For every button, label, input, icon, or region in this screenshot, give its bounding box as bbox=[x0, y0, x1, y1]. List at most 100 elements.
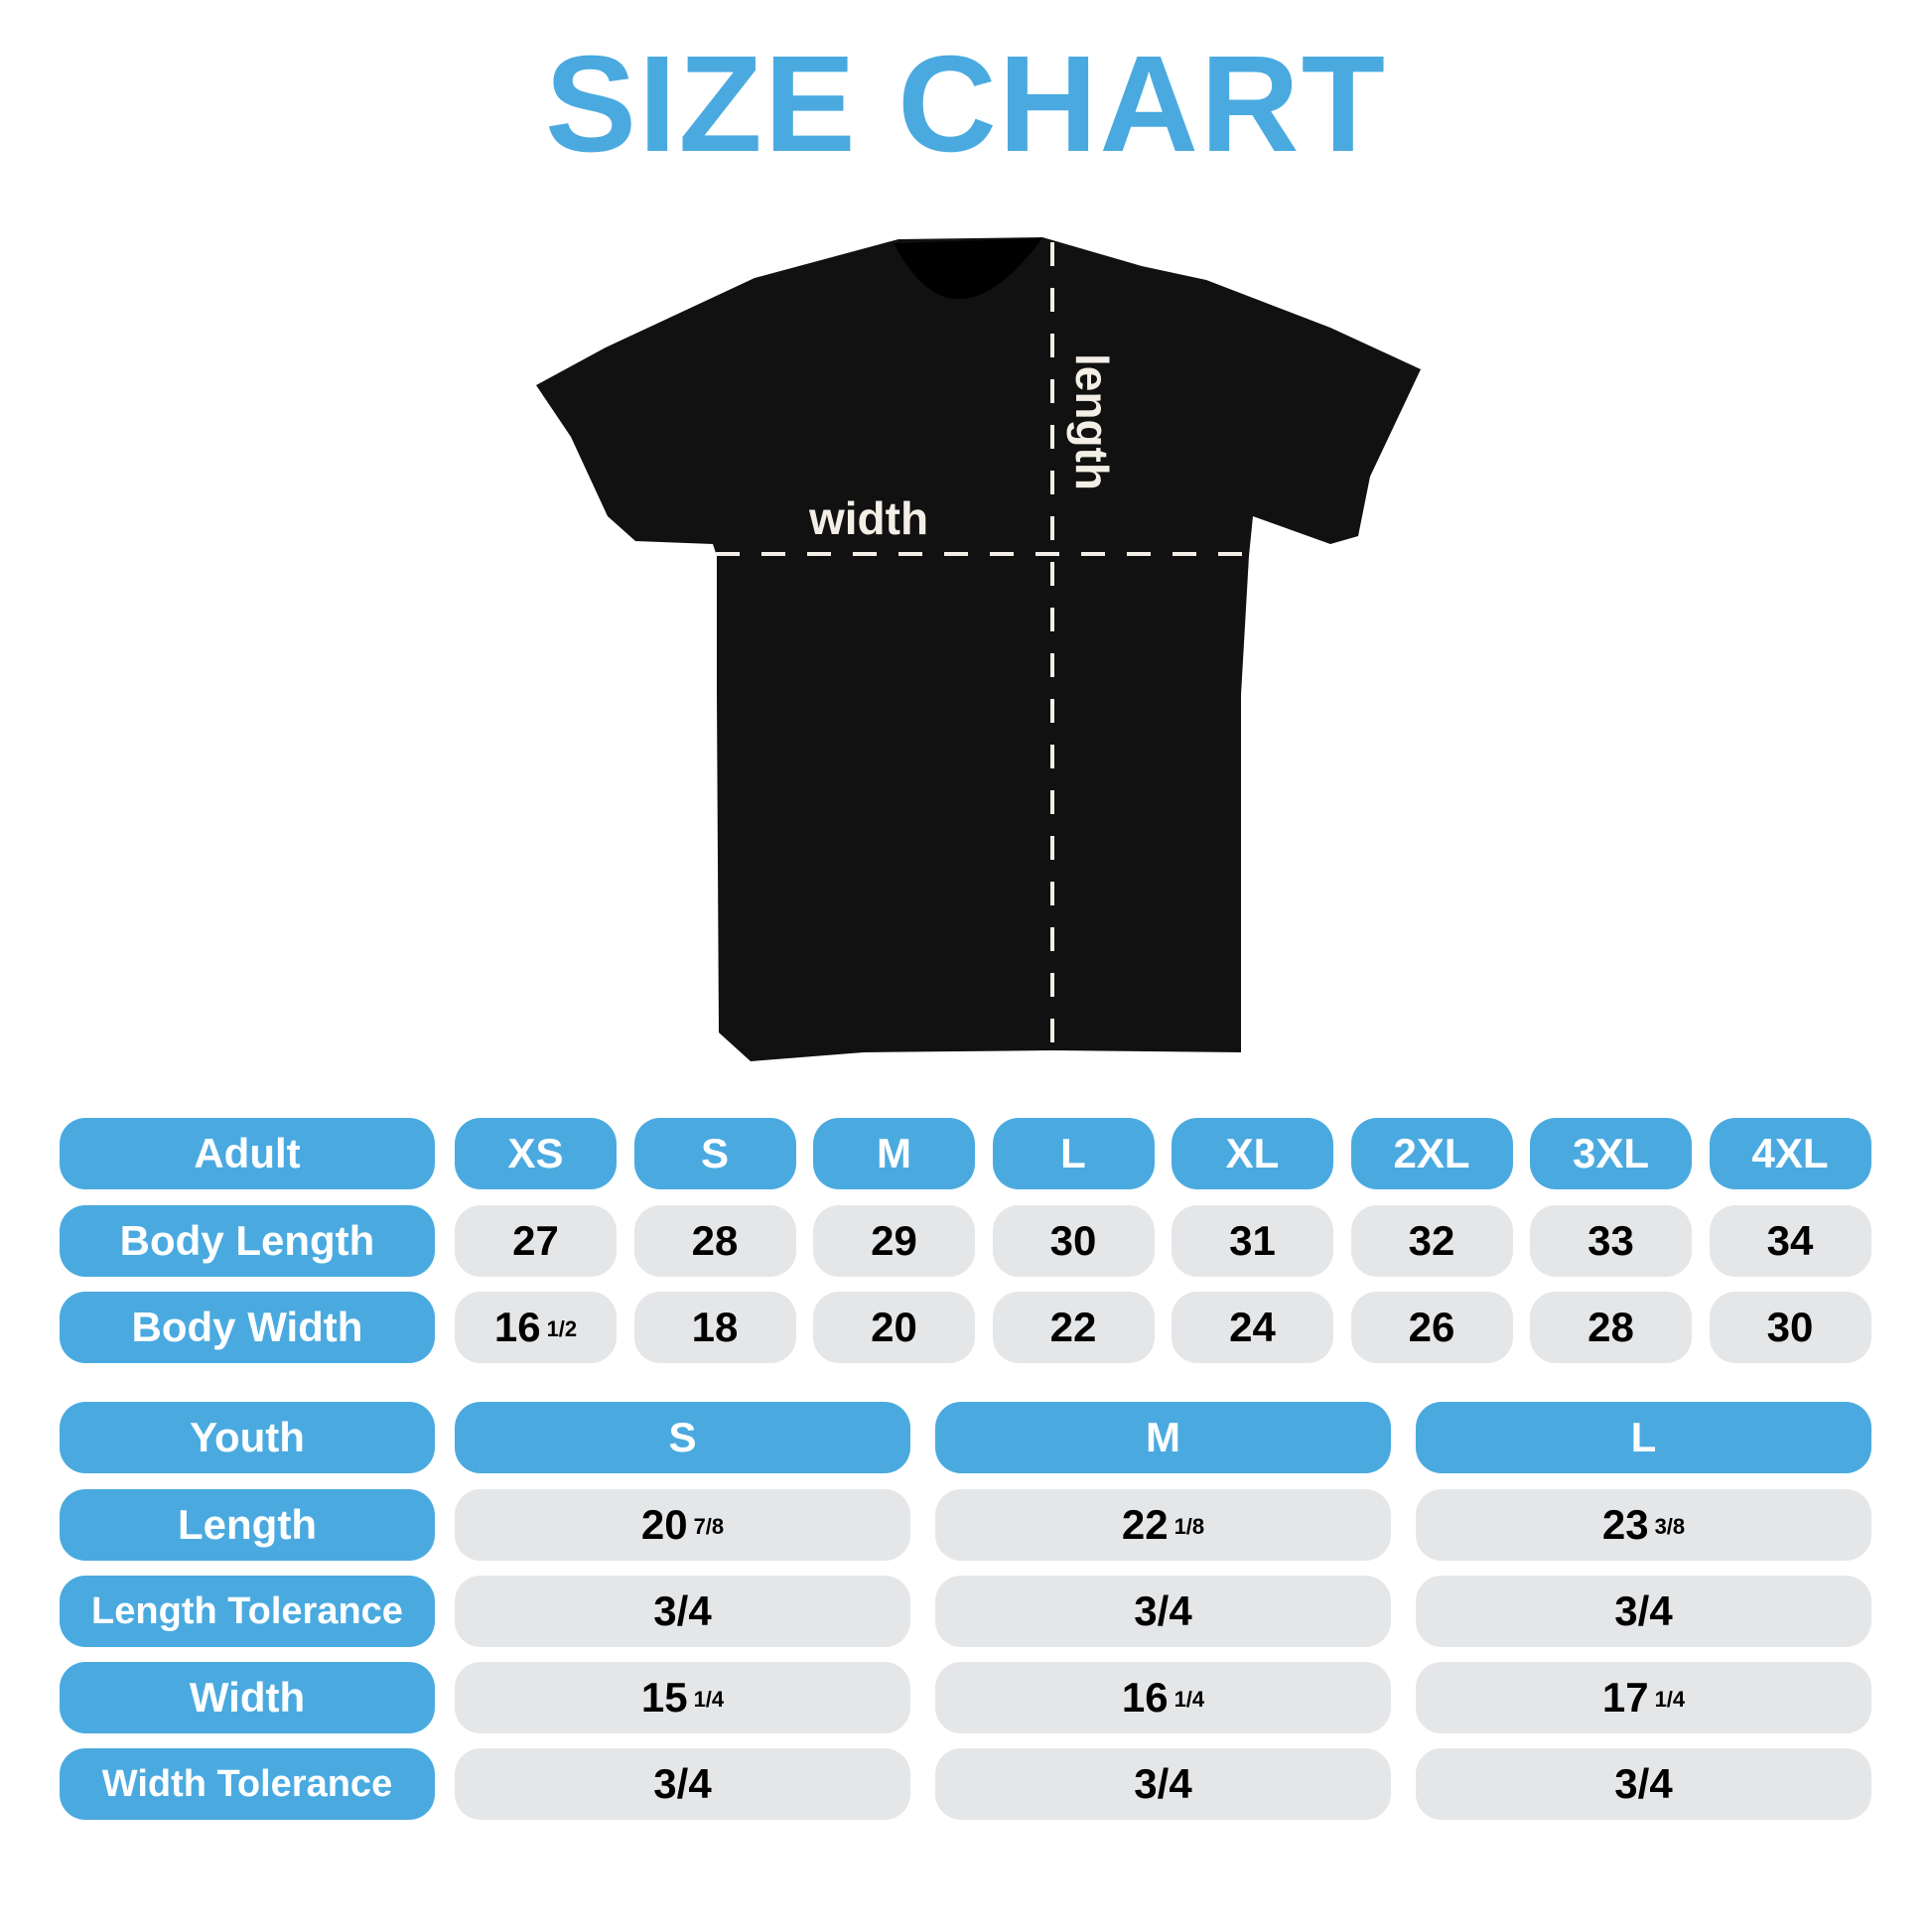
size-header-xs: XS bbox=[455, 1118, 617, 1189]
value: 16 bbox=[493, 1304, 541, 1350]
value: 3/4 bbox=[653, 1587, 712, 1634]
value-cell: 23 3/8 bbox=[1416, 1489, 1871, 1561]
value: 28 bbox=[691, 1217, 739, 1264]
row-label-body-length: Body Length bbox=[60, 1205, 435, 1277]
value-cell: 16 1/2 bbox=[455, 1292, 617, 1363]
value-cell: 31 bbox=[1172, 1205, 1333, 1277]
value: 3/4 bbox=[653, 1760, 712, 1807]
value-cell: 3/4 bbox=[935, 1748, 1391, 1820]
value-cell: 3/4 bbox=[1416, 1748, 1871, 1820]
row-label-body-width: Body Width bbox=[60, 1292, 435, 1363]
value-cell: 16 1/4 bbox=[935, 1662, 1391, 1733]
header-label: Adult bbox=[194, 1130, 301, 1176]
size-label: XL bbox=[1225, 1130, 1280, 1176]
value: 20 bbox=[871, 1304, 917, 1350]
value-cell: 3/4 bbox=[455, 1576, 910, 1647]
size-label: XS bbox=[507, 1130, 564, 1176]
size-header-4xl: 4XL bbox=[1709, 1118, 1871, 1189]
value-cell: 30 bbox=[1709, 1292, 1871, 1363]
value-cell: 34 bbox=[1709, 1205, 1871, 1277]
size-label: 2XL bbox=[1393, 1130, 1470, 1176]
value: 29 bbox=[871, 1217, 917, 1264]
value: 28 bbox=[1587, 1304, 1634, 1350]
value-cell: 15 1/4 bbox=[455, 1662, 910, 1733]
value-cell: 32 bbox=[1350, 1205, 1513, 1277]
row-label: Length Tolerance bbox=[91, 1589, 403, 1632]
value: 30 bbox=[1766, 1304, 1814, 1350]
value: 17 bbox=[1601, 1674, 1649, 1721]
size-header-2xl: 2XL bbox=[1350, 1118, 1513, 1189]
page-title: SIZE CHART bbox=[545, 28, 1387, 181]
value-cell: 26 bbox=[1350, 1292, 1513, 1363]
size-label: 4XL bbox=[1751, 1130, 1829, 1176]
value: 3/4 bbox=[1134, 1587, 1192, 1634]
row-label: Body Length bbox=[119, 1217, 375, 1264]
value: 27 bbox=[512, 1217, 559, 1264]
length-label: length bbox=[1066, 353, 1118, 490]
value: 22 bbox=[1121, 1501, 1169, 1548]
value: 31 bbox=[1229, 1217, 1276, 1264]
value-cell: 18 bbox=[633, 1292, 796, 1363]
size-label: M bbox=[1146, 1414, 1180, 1460]
row-label-length: Length bbox=[60, 1489, 435, 1561]
value-cell: 3/4 bbox=[935, 1576, 1391, 1647]
value: 23 bbox=[1601, 1501, 1649, 1548]
youth-size-header-m: M bbox=[935, 1402, 1391, 1473]
fraction: 3/8 bbox=[1654, 1514, 1686, 1539]
fraction: 1/8 bbox=[1173, 1514, 1205, 1539]
value-cell: 28 bbox=[633, 1205, 796, 1277]
value-cell: 22 1/8 bbox=[935, 1489, 1391, 1561]
size-label: 3XL bbox=[1572, 1130, 1650, 1176]
value-cell: 20 7/8 bbox=[455, 1489, 910, 1561]
value-cell: 30 bbox=[992, 1205, 1155, 1277]
youth-header: Youth bbox=[60, 1402, 435, 1473]
value: 3/4 bbox=[1614, 1760, 1673, 1807]
size-header-xl: XL bbox=[1172, 1118, 1333, 1189]
value: 15 bbox=[640, 1674, 688, 1721]
width-label: width bbox=[808, 492, 928, 544]
row-label-length-tolerance: Length Tolerance bbox=[60, 1576, 435, 1647]
value-cell: 27 bbox=[455, 1205, 617, 1277]
value: 18 bbox=[691, 1304, 739, 1350]
value-cell: 29 bbox=[813, 1205, 975, 1277]
value: 33 bbox=[1587, 1217, 1634, 1264]
fraction: 1/4 bbox=[1173, 1687, 1205, 1712]
value-cell: 17 1/4 bbox=[1416, 1662, 1871, 1733]
value: 3/4 bbox=[1614, 1587, 1673, 1634]
value-cell: 24 bbox=[1172, 1292, 1333, 1363]
fraction: 1/2 bbox=[546, 1316, 578, 1341]
value: 16 bbox=[1121, 1674, 1169, 1721]
row-label: Length bbox=[178, 1501, 317, 1548]
tshirt-shape bbox=[536, 237, 1421, 1061]
collar bbox=[894, 238, 1042, 300]
fraction: 1/4 bbox=[693, 1687, 725, 1712]
value: 26 bbox=[1408, 1304, 1455, 1350]
value-cell: 3/4 bbox=[455, 1748, 910, 1820]
size-label: S bbox=[700, 1130, 729, 1176]
row-label: Body Width bbox=[131, 1304, 363, 1350]
value-cell: 33 bbox=[1530, 1205, 1692, 1277]
adult-header: Adult bbox=[60, 1118, 435, 1189]
value: 32 bbox=[1408, 1217, 1455, 1264]
row-label-width: Width bbox=[60, 1662, 435, 1733]
size-header-m: M bbox=[813, 1118, 975, 1189]
row-label: Width Tolerance bbox=[101, 1762, 393, 1805]
youth-size-header-s: S bbox=[455, 1402, 910, 1473]
fraction: 1/4 bbox=[1654, 1687, 1686, 1712]
value: 22 bbox=[1049, 1304, 1097, 1350]
size-label: L bbox=[1630, 1414, 1657, 1460]
value: 24 bbox=[1229, 1304, 1276, 1350]
size-header-l: L bbox=[992, 1118, 1155, 1189]
tshirt-illustration: width length bbox=[536, 237, 1421, 1061]
value: 34 bbox=[1766, 1217, 1814, 1264]
header-label: Youth bbox=[190, 1414, 305, 1460]
value-cell: 22 bbox=[992, 1292, 1155, 1363]
youth-size-header-l: L bbox=[1416, 1402, 1871, 1473]
size-label: L bbox=[1060, 1130, 1086, 1176]
value-cell: 3/4 bbox=[1416, 1576, 1871, 1647]
row-label: Width bbox=[189, 1674, 306, 1721]
size-header-s: S bbox=[633, 1118, 796, 1189]
value: 3/4 bbox=[1134, 1760, 1192, 1807]
row-label-width-tolerance: Width Tolerance bbox=[60, 1748, 435, 1820]
size-header-3xl: 3XL bbox=[1530, 1118, 1692, 1189]
